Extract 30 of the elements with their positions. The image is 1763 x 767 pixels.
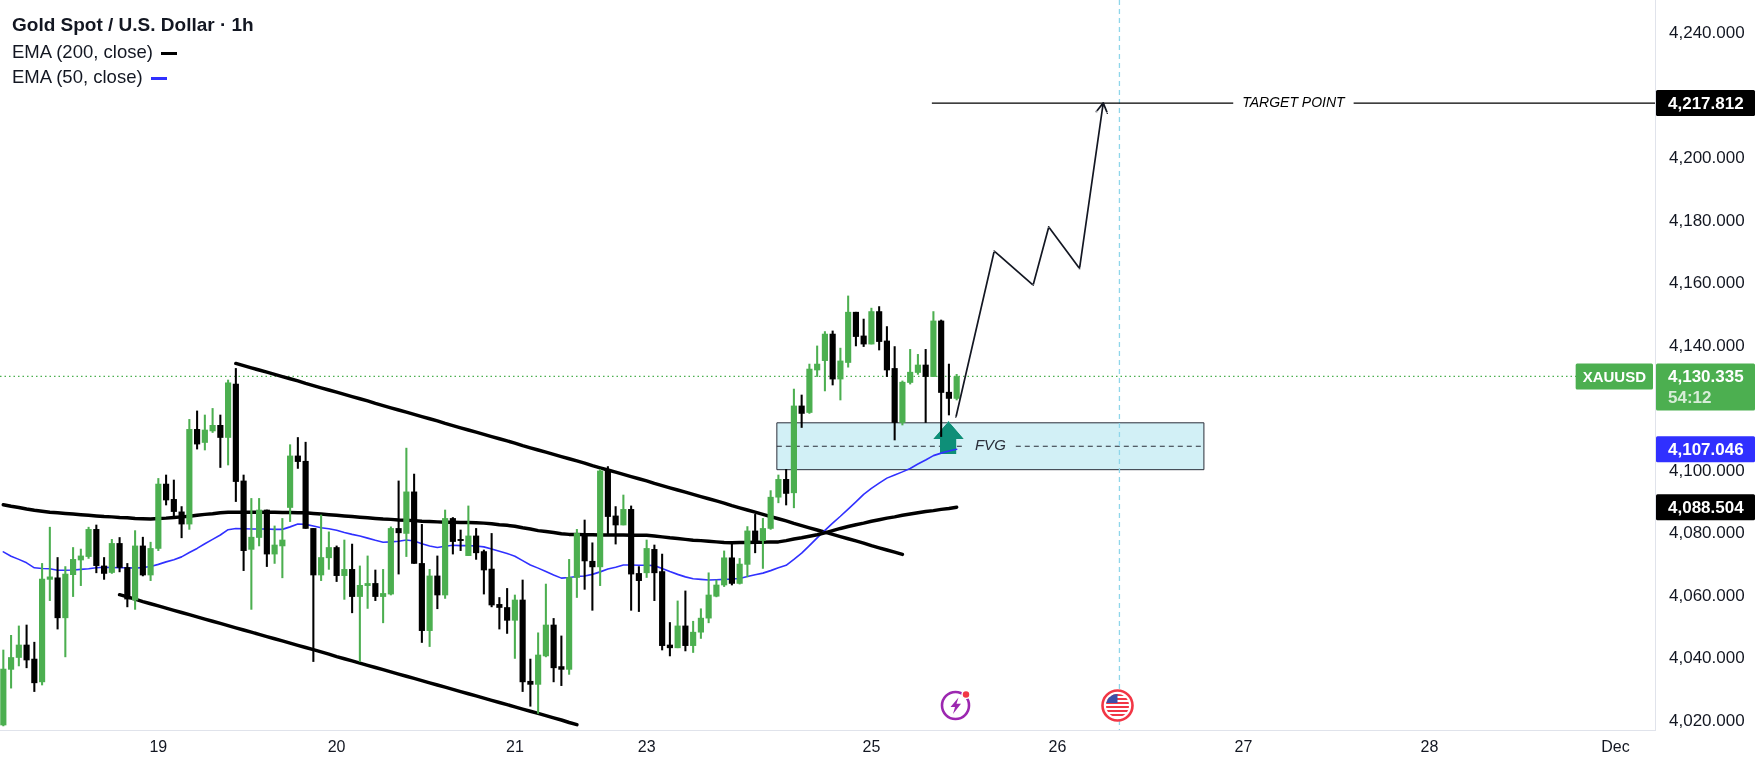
legend-label: EMA (200, close) (12, 41, 153, 62)
x-tick-label: 19 (149, 738, 168, 756)
y-tick-label: 4,020.000 (1669, 710, 1745, 730)
y-tick-label: 4,080.000 (1669, 523, 1745, 543)
y-tick-label: 4,180.000 (1669, 210, 1745, 230)
x-tick-label: 20 (327, 738, 346, 756)
text: 54:12 (1668, 388, 1712, 408)
y-tick-label: 4,140.000 (1669, 335, 1745, 355)
text: 4,107.046 (1668, 439, 1744, 459)
x-tick-label: Dec (1601, 738, 1630, 756)
text: 4,088.504 (1668, 497, 1745, 517)
x-tick-label: 23 (637, 738, 656, 756)
x-tick-label: 25 (862, 738, 881, 756)
x-tick-label: 26 (1048, 738, 1067, 756)
ref-line-label: XAUUSD (1582, 367, 1647, 385)
ref-line-label: TARGET POINT (1242, 93, 1347, 110)
y-tick-label: 4,240.000 (1669, 23, 1745, 43)
band-label: FVG (974, 436, 1007, 454)
y-tick-label: 4,160.000 (1669, 273, 1745, 293)
x-tick-label: 28 (1420, 738, 1439, 756)
y-tick-label: 4,100.000 (1669, 460, 1745, 480)
legend-label: EMA (50, close) (12, 66, 143, 87)
x-tick-label: 27 (1234, 738, 1253, 756)
y-tick-label: 4,200.000 (1669, 148, 1745, 168)
text: 4,217.812 (1668, 93, 1744, 113)
y-tick-label: 4,040.000 (1669, 648, 1745, 668)
text: Gold Spot / U.S. Dollar · 1h (12, 13, 254, 36)
text: 4,130.335 (1668, 367, 1744, 387)
x-tick-label: 21 (505, 738, 524, 756)
y-tick-label: 4,060.000 (1669, 585, 1745, 605)
